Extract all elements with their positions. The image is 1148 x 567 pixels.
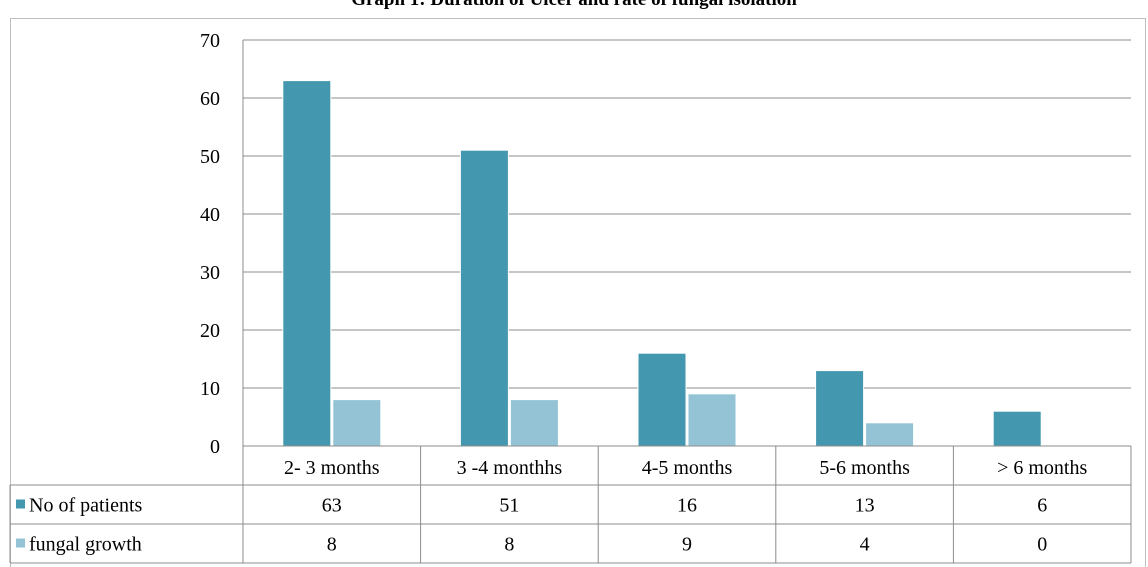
data-label-patients-0: 63 <box>322 495 342 517</box>
y-tick-label-70: 70 <box>200 30 220 52</box>
data-label-patients-4: 6 <box>1037 495 1047 517</box>
x-category-label-3: 5-6 months <box>819 457 910 479</box>
y-tick-label-20: 20 <box>200 320 220 342</box>
x-category-label-1: 3 -4 monthhs <box>457 457 563 479</box>
data-label-fungal-0: 8 <box>327 534 337 556</box>
bar-patients-0 <box>282 80 332 447</box>
data-label-fungal-1: 8 <box>504 534 514 556</box>
x-category-label-4: > 6 months <box>997 457 1087 479</box>
data-label-fungal-4: 0 <box>1037 534 1047 556</box>
legend-key-patients <box>16 499 25 509</box>
x-category-label-0: 2- 3 months <box>284 457 380 479</box>
y-tick-label-50: 50 <box>200 146 220 168</box>
bar-patients-2 <box>637 352 687 447</box>
y-tick-label-10: 10 <box>200 378 220 400</box>
series-name-fungal: fungal growth <box>29 534 142 556</box>
y-tick-label-60: 60 <box>200 88 220 110</box>
y-tick-label-0: 0 <box>210 436 220 458</box>
legend-key-fungal <box>16 538 25 548</box>
data-label-patients-2: 16 <box>677 495 697 517</box>
data-label-fungal-3: 4 <box>860 534 870 556</box>
chart-frame <box>10 18 1146 567</box>
bar-fungal-2 <box>687 393 737 447</box>
bar-fungal-1 <box>509 399 559 447</box>
bar-fungal-3 <box>865 422 915 447</box>
x-category-label-2: 4-5 months <box>642 457 733 479</box>
data-label-patients-3: 13 <box>855 495 875 517</box>
data-label-fungal-2: 9 <box>682 534 692 556</box>
bar-patients-1 <box>459 149 509 447</box>
y-tick-label-30: 30 <box>200 262 220 284</box>
y-tick-label-40: 40 <box>200 204 220 226</box>
data-label-patients-1: 51 <box>499 495 519 517</box>
bar-patients-4 <box>992 410 1042 447</box>
series-name-patients: No of patients <box>29 495 143 517</box>
bar-fungal-0 <box>332 399 382 447</box>
bar-patients-3 <box>815 370 865 447</box>
chart-title: Graph 1: Duration of Ulcer and rate of f… <box>0 0 1148 11</box>
